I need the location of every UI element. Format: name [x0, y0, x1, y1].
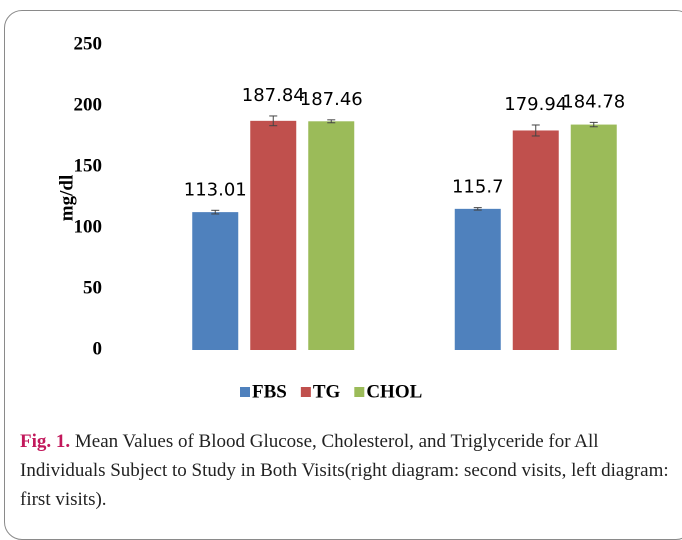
data-label: 179.94 [504, 94, 567, 115]
y-tick-label: 50 [83, 277, 102, 298]
y-tick-label: 200 [74, 94, 103, 115]
bar [454, 208, 501, 350]
figure-label: Fig. 1. [20, 431, 71, 452]
y-tick-label: 250 [74, 33, 103, 54]
legend-swatch [240, 387, 250, 397]
y-axis-label: mg/dl [56, 175, 77, 221]
data-label: 187.46 [300, 89, 363, 110]
y-tick-label: 100 [74, 216, 103, 237]
data-label: 187.84 [242, 85, 305, 106]
bar [512, 130, 559, 350]
legend-label: FBS [252, 381, 287, 402]
data-label: 115.7 [452, 177, 504, 198]
data-label: 184.78 [562, 91, 625, 112]
y-tick-label: 150 [74, 155, 103, 176]
y-tick-label: 0 [93, 338, 103, 359]
legend-swatch [354, 387, 365, 397]
caption: Fig. 1. Mean Values of Blood Glucose, Ch… [20, 427, 682, 514]
bar [250, 120, 297, 350]
legend-label: CHOL [366, 381, 422, 402]
bar [308, 121, 355, 350]
bar [192, 212, 239, 350]
bar [570, 124, 617, 351]
caption-text: Mean Values of Blood Glucose, Cholestero… [20, 431, 669, 510]
legend-swatch [300, 387, 311, 397]
data-label: 113.01 [184, 179, 247, 200]
legend-label: TG [313, 381, 341, 402]
